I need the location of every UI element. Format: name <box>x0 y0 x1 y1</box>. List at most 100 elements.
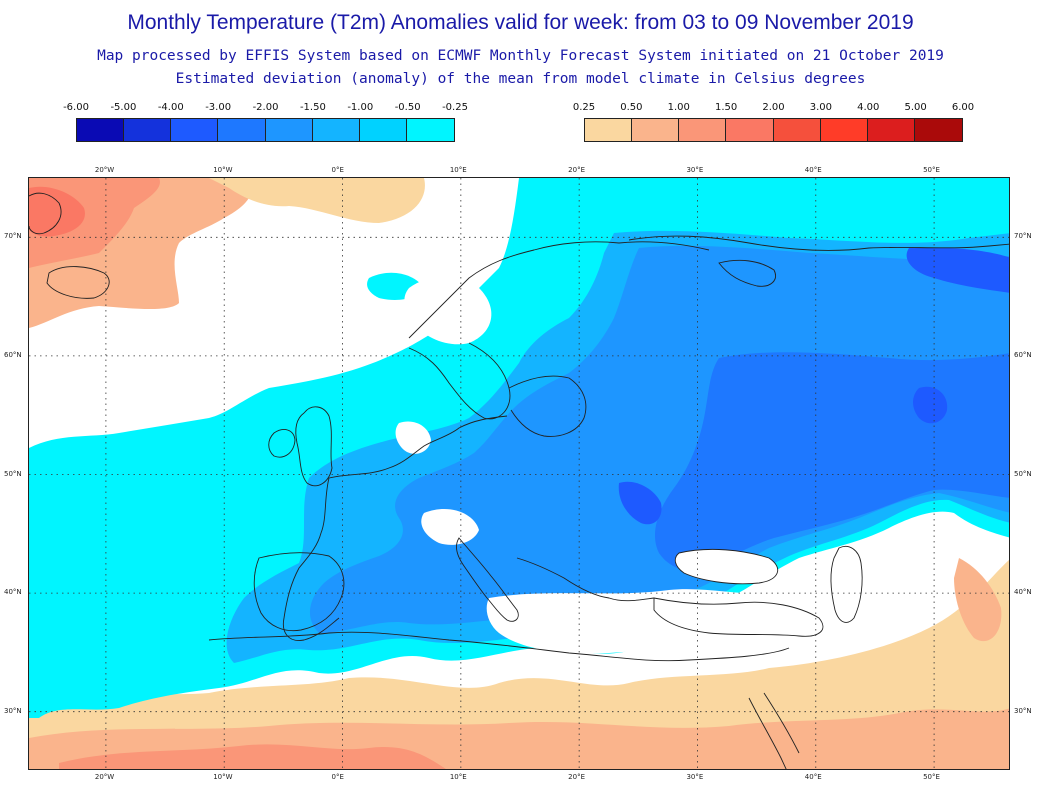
longitude-label: 30°E <box>686 166 704 174</box>
coastline-europe-west <box>282 415 508 641</box>
anomaly-zone-deep-blue-center <box>618 481 662 525</box>
legend-swatch-positive-2 <box>679 119 727 141</box>
coastline-kola-white-sea <box>718 259 776 287</box>
legend-label-positive-1: 0.50 <box>620 102 643 113</box>
legend-label-positive-7: 5.00 <box>904 102 927 113</box>
legend-label-negative-3: -3.00 <box>205 102 232 113</box>
coastline-arctic <box>628 235 1009 251</box>
coastline-caspian <box>830 545 863 623</box>
coastline-north-africa <box>208 631 790 662</box>
latitude-label: 40°N <box>1014 588 1032 597</box>
neutral-zone-iberia <box>421 509 479 545</box>
units-description: Estimated deviation (anomaly) of the mea… <box>175 71 866 87</box>
legend-swatch-positive-6 <box>867 119 915 141</box>
legend-label-negative-5: -1.50 <box>299 102 326 113</box>
legend-label-positive-0: 0.25 <box>572 102 596 113</box>
coastline-turkey <box>653 597 824 637</box>
positive-color-scale <box>584 118 963 142</box>
coastline-scandinavia <box>408 241 710 420</box>
coastline-black-sea <box>674 548 779 585</box>
legend-swatch-negative-3 <box>218 119 266 141</box>
processing-info: Map processed by EFFIS System based on E… <box>97 48 944 64</box>
positive-legend-labels: 0.25 0.50 1.00 1.50 2.00 3.00 4.00 5.00 6.00 <box>573 102 974 116</box>
legend-label-positive-4: 2.00 <box>762 102 785 113</box>
latitude-label: 70°N <box>1014 232 1032 241</box>
coastline-british-isles <box>268 406 333 487</box>
legend-label-negative-8: -0.25 <box>442 102 468 113</box>
legend-swatch-positive-4 <box>773 119 821 141</box>
longitude-label: 50°E <box>923 773 940 781</box>
latitude-label: 40°N <box>4 588 22 597</box>
negative-legend-labels: -6.00 -5.00 -4.00 -3.00 -2.00 -1.50 -1.00 -0.50… <box>63 102 468 116</box>
latitude-label: 30°N <box>1014 706 1032 715</box>
longitude-label: 30°E <box>686 773 704 781</box>
legend-swatch-negative-1 <box>124 119 172 141</box>
longitude-label: 10°W <box>213 166 233 174</box>
legend-swatch-negative-5 <box>312 119 360 141</box>
legend-swatch-positive-5 <box>820 119 868 141</box>
legend-swatch-negative-0 <box>77 119 125 141</box>
legend-swatch-negative-4 <box>265 119 313 141</box>
legend-swatch-negative-2 <box>171 119 219 141</box>
neutral-zone-scandinavia <box>404 276 492 345</box>
legend-label-negative-2: -4.00 <box>157 102 184 113</box>
anomaly-zone-deep-blue-east <box>913 386 948 424</box>
legend-label-positive-5: 3.00 <box>809 102 833 113</box>
longitude-label: 50°E <box>923 166 940 174</box>
neutral-zone-black-sea <box>675 549 778 584</box>
legend-swatch-negative-7 <box>406 119 454 141</box>
map-title: Monthly Temperature (T2m) Anomalies vali… <box>127 11 914 34</box>
neutral-zone-mediterranean <box>486 589 889 654</box>
coastline-greenland <box>29 192 62 235</box>
latitude-label: 60°N <box>4 350 22 359</box>
coastline-iceland <box>46 266 110 299</box>
anomaly-zone-hot-northwest <box>29 186 85 237</box>
longitude-label: 10°W <box>213 773 233 781</box>
negative-color-scale <box>76 118 455 142</box>
legend-label-positive-6: 4.00 <box>857 102 880 113</box>
longitude-label: 10°E <box>449 166 467 174</box>
latitude-label: 30°N <box>4 706 22 715</box>
longitude-label: 0°E <box>331 166 344 174</box>
anomaly-zone-pale-south <box>29 559 1009 769</box>
longitude-label: 40°E <box>804 773 822 781</box>
anomaly-zone-deep-blue-north <box>906 247 1009 293</box>
coastline-iberia <box>253 552 345 632</box>
legend-label-positive-2: 1.00 <box>667 102 690 113</box>
coastlines <box>29 192 1009 769</box>
anomaly-zone-mid-blue <box>310 245 1009 633</box>
anomaly-map <box>28 177 1010 770</box>
graticule <box>29 178 1009 769</box>
latitude-label: 50°N <box>4 469 22 478</box>
longitude-label: 40°E <box>804 166 822 174</box>
coastline-balkans <box>516 557 655 602</box>
map-canvas <box>29 178 1009 769</box>
longitude-label: 20°E <box>568 773 585 781</box>
anomaly-zone-warm-east <box>954 558 1002 642</box>
legend-swatch-positive-0 <box>585 119 633 141</box>
latitude-label: 60°N <box>1014 350 1032 359</box>
longitude-label: 20°W <box>94 773 115 781</box>
latitude-label: 70°N <box>4 232 22 241</box>
legend-swatch-positive-7 <box>914 119 962 141</box>
longitude-label: 0°E <box>331 773 344 781</box>
longitude-label: 20°W <box>94 166 115 174</box>
legend-label-negative-4: -2.00 <box>252 102 279 113</box>
legend-label-negative-7: -0.50 <box>394 102 421 113</box>
coastline-red-sea <box>748 692 800 769</box>
legend-label-positive-8: 6.00 <box>951 102 975 113</box>
legend-swatch-positive-1 <box>632 119 680 141</box>
legend-label-positive-3: 1.50 <box>714 102 738 113</box>
latitude-label: 50°N <box>1014 469 1032 478</box>
legend-label-negative-1: -5.00 <box>110 102 137 113</box>
anomaly-zone-warmer-south <box>59 744 446 769</box>
longitude-label: 20°E <box>568 166 585 174</box>
legend-swatch-negative-6 <box>359 119 407 141</box>
longitude-label: 10°E <box>449 773 467 781</box>
coastline-baltic <box>508 375 587 437</box>
neutral-zone-north-sea <box>395 421 431 454</box>
legend-label-negative-6: -1.00 <box>347 102 374 113</box>
anomaly-zone-pale-northwest <box>209 178 425 223</box>
legend-swatch-positive-3 <box>726 119 774 141</box>
legend-label-negative-0: -6.00 <box>63 102 89 113</box>
